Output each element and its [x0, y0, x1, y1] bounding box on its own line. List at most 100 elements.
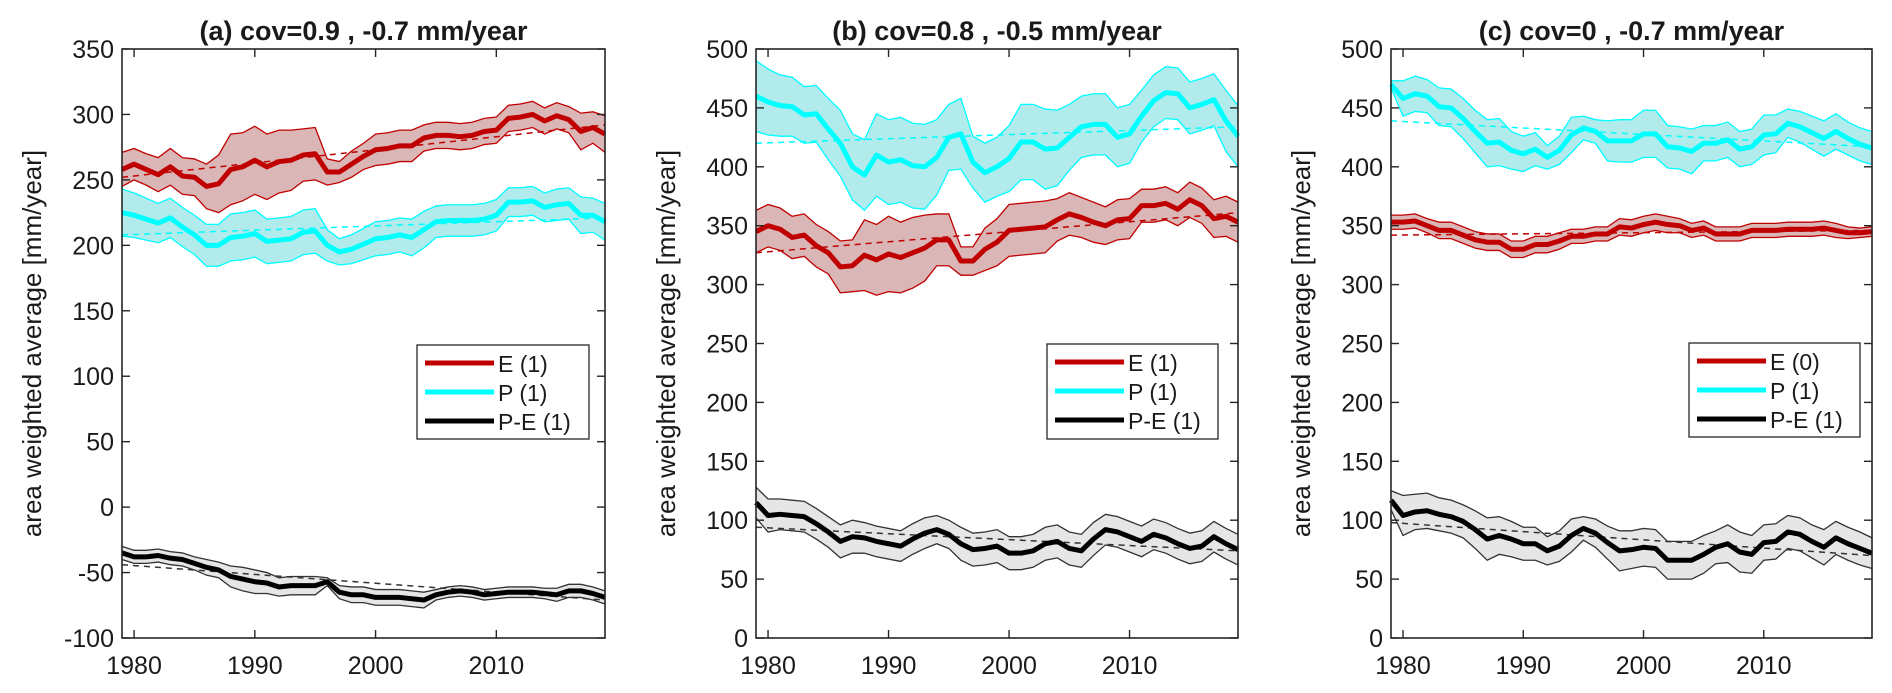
- trend-line: [121, 217, 606, 236]
- legend-entry: P (1): [1770, 378, 1819, 404]
- band-upper-edge: [121, 185, 606, 240]
- y-tick-label: 50: [1355, 566, 1383, 594]
- panel-title: (c) cov=0 , -0.7 mm/year: [1479, 16, 1785, 46]
- x-tick-label: 2010: [1102, 652, 1158, 680]
- band-lower-edge: [1390, 509, 1873, 580]
- y-tick-label: -50: [78, 560, 114, 588]
- y-tick-label: 250: [706, 331, 748, 359]
- series-p: [754, 60, 1240, 212]
- legend: E (0) P (1) P-E (1): [1688, 342, 1861, 438]
- uncertainty-band: [1391, 490, 1872, 580]
- legend-entry: E (1): [498, 351, 548, 377]
- band-lower-edge: [755, 517, 1239, 571]
- y-tick-label: 450: [1341, 95, 1383, 123]
- band-upper-edge: [1391, 213, 1873, 242]
- y-tick-label: 100: [706, 507, 748, 535]
- y-tick-label: 250: [72, 167, 114, 195]
- legend-entry: P (1): [498, 380, 547, 406]
- legend-entry: P-E (1): [498, 409, 571, 435]
- y-tick-label: 450: [706, 95, 748, 123]
- band-upper-edge: [755, 60, 1239, 144]
- x-tick-label: 2010: [1736, 652, 1792, 680]
- band-upper-edge: [755, 181, 1239, 248]
- legend-entry: P-E (1): [1770, 407, 1843, 433]
- y-tick-label: 250: [1341, 331, 1383, 359]
- band-lower-edge: [1390, 87, 1873, 175]
- trend-line: [121, 124, 606, 179]
- legend: E (1) P (1) P-E (1): [1046, 343, 1219, 440]
- series-e: [121, 100, 607, 214]
- series-pe: [754, 486, 1240, 571]
- y-tick-label: -100: [64, 625, 114, 653]
- series-p: [121, 185, 607, 267]
- band-upper-edge: [121, 100, 606, 165]
- band-upper-edge: [1390, 490, 1873, 543]
- panel-title: (b) cov=0.8 , -0.5 mm/year: [832, 16, 1162, 46]
- y-axis-label: area weighted average [mm/year]: [17, 150, 47, 537]
- y-tick-label: 400: [1341, 154, 1383, 182]
- panel-c: 1980 1990 2000 2010 0 50 100 150 200 250 300 350 400…: [1286, 16, 1873, 680]
- band-lower-edge: [755, 216, 1239, 296]
- y-tick-label: 300: [1341, 272, 1383, 300]
- y-axis-label: area weighted average [mm/year]: [651, 150, 681, 537]
- x-tick-label: 2000: [981, 652, 1037, 680]
- band-lower-edge: [121, 126, 606, 214]
- trend-line: [755, 211, 1239, 254]
- band-lower-edge: [1391, 227, 1873, 259]
- y-axis-label: area weighted average [mm/year]: [1286, 150, 1316, 537]
- series-e: [754, 181, 1240, 296]
- y-tick-label: 350: [1341, 213, 1383, 241]
- y-tick-label: 200: [1341, 389, 1383, 417]
- legend-entry: P-E (1): [1128, 408, 1201, 434]
- y-tick-label: 150: [72, 298, 114, 326]
- y-tick-label: 0: [100, 494, 114, 522]
- x-tick-label: 1980: [740, 652, 796, 680]
- series-pe: [121, 545, 606, 609]
- band-upper-edge: [755, 486, 1239, 538]
- y-tick-label: 300: [706, 272, 748, 300]
- panel-title: (a) cov=0.9 , -0.7 mm/year: [200, 16, 528, 46]
- y-tick-label: 0: [734, 625, 748, 653]
- band-lower-edge: [755, 117, 1239, 212]
- uncertainty-band: [756, 487, 1238, 570]
- x-tick-label: 2010: [469, 652, 525, 680]
- legend-entry: E (0): [1770, 349, 1820, 375]
- y-tick-label: 100: [1341, 507, 1383, 535]
- y-tick-label: 500: [1341, 36, 1383, 64]
- x-tick-label: 1990: [861, 652, 917, 680]
- y-tick-label: 50: [720, 566, 748, 594]
- y-tick-label: 500: [706, 36, 748, 64]
- plot-area: [122, 49, 605, 638]
- panel-a: 1980 1990 2000 2010 -100 -50 0 50 100 150 200 250 30…: [17, 16, 607, 680]
- panel-b: 1980 1990 2000 2010 0 50 100 150 200 250 300 350 400…: [651, 16, 1240, 680]
- band-lower-edge: [121, 558, 606, 609]
- y-tick-label: 300: [72, 101, 114, 129]
- series-pe: [1389, 490, 1873, 580]
- series-p: [1389, 75, 1873, 175]
- legend-entry: P (1): [1128, 379, 1177, 405]
- y-tick-label: 100: [72, 363, 114, 391]
- axes-frame: [121, 48, 606, 639]
- uncertainty-band: [756, 60, 1238, 211]
- x-tick-label: 1990: [227, 652, 283, 680]
- legend-entry: E (1): [1128, 350, 1178, 376]
- y-tick-label: 350: [706, 213, 748, 241]
- legend: E (1) P (1) P-E (1): [416, 344, 590, 440]
- band-upper-edge: [121, 545, 606, 593]
- trend-line: [755, 526, 1239, 552]
- x-tick-label: 1980: [1375, 652, 1431, 680]
- x-tick-label: 1990: [1495, 652, 1551, 680]
- x-tick-label: 2000: [1616, 652, 1672, 680]
- uncertainty-band: [756, 182, 1238, 296]
- y-tick-label: 150: [706, 448, 748, 476]
- y-tick-label: 50: [86, 429, 114, 457]
- series-e: [1390, 213, 1873, 259]
- y-tick-label: 150: [1341, 448, 1383, 476]
- y-tick-label: 200: [72, 232, 114, 260]
- trend-line: [121, 563, 606, 601]
- uncertainty-band: [122, 186, 605, 267]
- band-upper-edge: [1391, 75, 1873, 147]
- band-lower-edge: [121, 214, 606, 267]
- y-tick-label: 350: [72, 36, 114, 64]
